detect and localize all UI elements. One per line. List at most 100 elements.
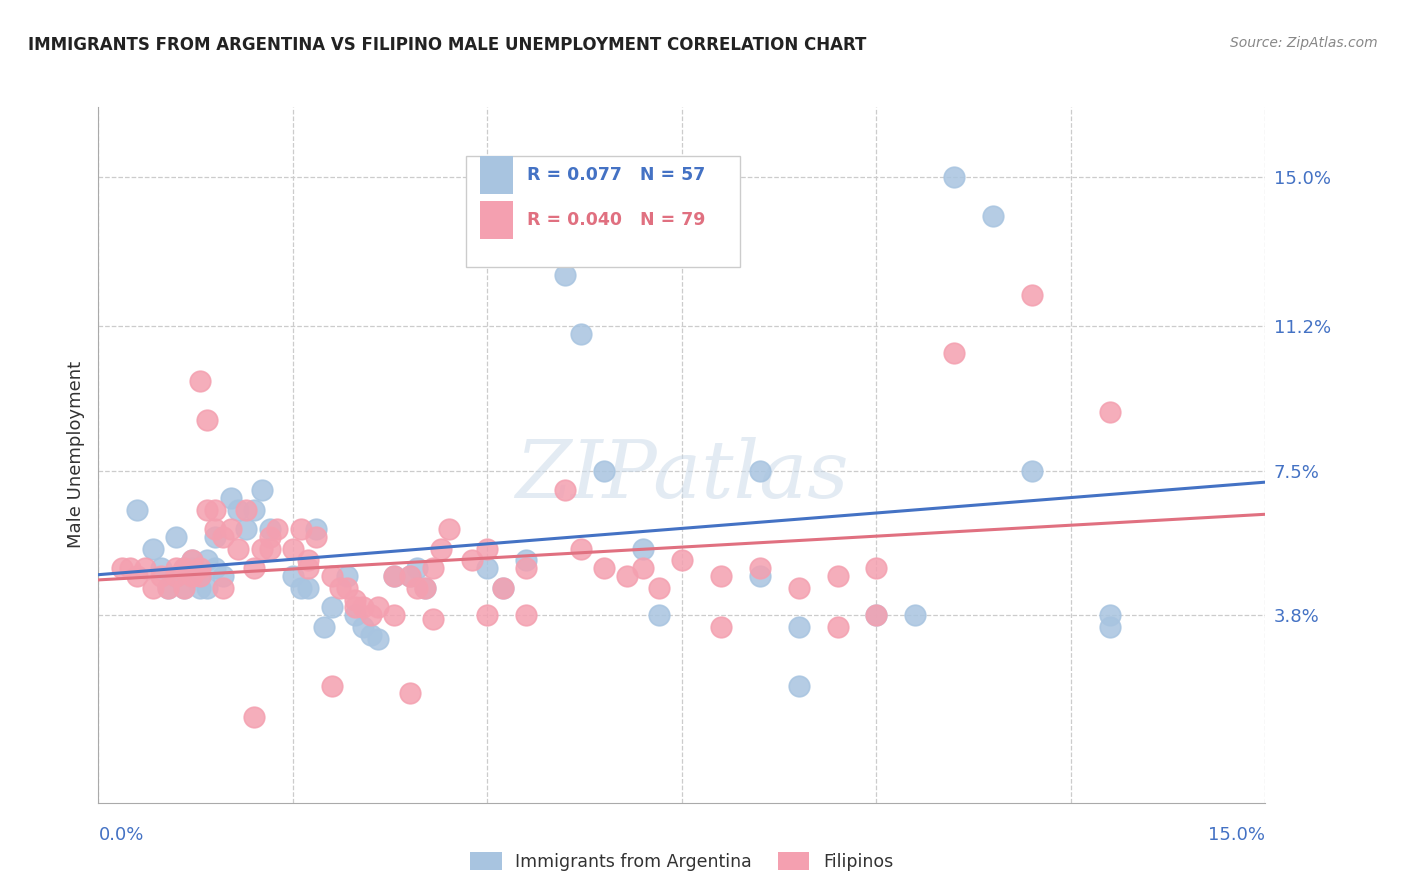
Point bbox=[492, 581, 515, 595]
Point bbox=[165, 561, 187, 575]
Point bbox=[631, 561, 654, 575]
Point bbox=[219, 522, 242, 536]
Point bbox=[477, 608, 499, 623]
Point bbox=[1021, 464, 1043, 478]
Point bbox=[748, 561, 770, 575]
Point bbox=[321, 600, 343, 615]
Text: 15.0%: 15.0% bbox=[1208, 826, 1265, 844]
Point bbox=[290, 522, 312, 536]
Point bbox=[382, 569, 405, 583]
Point bbox=[228, 541, 250, 556]
Point bbox=[787, 679, 810, 693]
Point bbox=[647, 608, 669, 623]
Point bbox=[344, 600, 367, 615]
Text: 0.0%: 0.0% bbox=[98, 826, 143, 844]
FancyBboxPatch shape bbox=[479, 201, 513, 239]
Point bbox=[165, 569, 187, 583]
Text: Source: ZipAtlas.com: Source: ZipAtlas.com bbox=[1230, 36, 1378, 50]
Point bbox=[406, 581, 429, 595]
Point bbox=[406, 561, 429, 575]
Point bbox=[195, 502, 218, 516]
Point bbox=[281, 569, 304, 583]
FancyBboxPatch shape bbox=[465, 156, 741, 267]
Point bbox=[259, 530, 281, 544]
Point bbox=[422, 561, 444, 575]
Point bbox=[305, 522, 328, 536]
Point bbox=[134, 561, 156, 575]
Point bbox=[173, 581, 195, 595]
Point bbox=[344, 608, 367, 623]
Point bbox=[266, 522, 288, 536]
Point bbox=[429, 541, 451, 556]
Point bbox=[422, 612, 444, 626]
Point bbox=[336, 569, 359, 583]
Point bbox=[195, 581, 218, 595]
Point bbox=[297, 553, 319, 567]
Point bbox=[710, 569, 733, 583]
Point bbox=[250, 483, 273, 497]
Point bbox=[290, 581, 312, 595]
Point bbox=[1098, 620, 1121, 634]
Point bbox=[569, 541, 592, 556]
Point bbox=[281, 541, 304, 556]
Point bbox=[382, 569, 405, 583]
Point bbox=[413, 581, 436, 595]
Point bbox=[127, 569, 149, 583]
Point bbox=[180, 553, 202, 567]
Point bbox=[492, 581, 515, 595]
Point bbox=[904, 608, 927, 623]
Point bbox=[477, 541, 499, 556]
Point bbox=[312, 620, 335, 634]
Point bbox=[367, 632, 389, 646]
Point bbox=[243, 561, 266, 575]
FancyBboxPatch shape bbox=[479, 156, 513, 194]
Point bbox=[865, 561, 887, 575]
Point bbox=[321, 679, 343, 693]
Point bbox=[352, 620, 374, 634]
Point bbox=[360, 608, 382, 623]
Point bbox=[515, 561, 537, 575]
Point bbox=[321, 569, 343, 583]
Point bbox=[195, 413, 218, 427]
Point bbox=[352, 600, 374, 615]
Point bbox=[212, 569, 235, 583]
Point bbox=[344, 592, 367, 607]
Point bbox=[188, 569, 211, 583]
Point bbox=[243, 502, 266, 516]
Point bbox=[827, 569, 849, 583]
Point bbox=[865, 608, 887, 623]
Point bbox=[329, 581, 352, 595]
Point bbox=[554, 483, 576, 497]
Point bbox=[382, 608, 405, 623]
Point bbox=[142, 581, 165, 595]
Point bbox=[259, 522, 281, 536]
Point bbox=[149, 561, 172, 575]
Point bbox=[219, 491, 242, 505]
Point bbox=[593, 561, 616, 575]
Point bbox=[243, 710, 266, 724]
Point bbox=[367, 600, 389, 615]
Point bbox=[173, 561, 195, 575]
Point bbox=[865, 608, 887, 623]
Point bbox=[981, 210, 1004, 224]
Point bbox=[1098, 405, 1121, 419]
Point bbox=[212, 530, 235, 544]
Point bbox=[259, 541, 281, 556]
Point bbox=[413, 581, 436, 595]
Point bbox=[360, 628, 382, 642]
Point bbox=[477, 561, 499, 575]
Point bbox=[631, 541, 654, 556]
Point bbox=[787, 620, 810, 634]
Text: ZIPatlas: ZIPatlas bbox=[515, 437, 849, 515]
Point bbox=[188, 374, 211, 388]
Point bbox=[212, 581, 235, 595]
Point bbox=[827, 620, 849, 634]
Point bbox=[671, 553, 693, 567]
Point bbox=[1021, 287, 1043, 301]
Point bbox=[235, 522, 257, 536]
Legend: Immigrants from Argentina, Filipinos: Immigrants from Argentina, Filipinos bbox=[470, 852, 894, 871]
Point bbox=[204, 502, 226, 516]
Text: R = 0.077   N = 57: R = 0.077 N = 57 bbox=[527, 166, 704, 184]
Point bbox=[398, 569, 420, 583]
Point bbox=[398, 569, 420, 583]
